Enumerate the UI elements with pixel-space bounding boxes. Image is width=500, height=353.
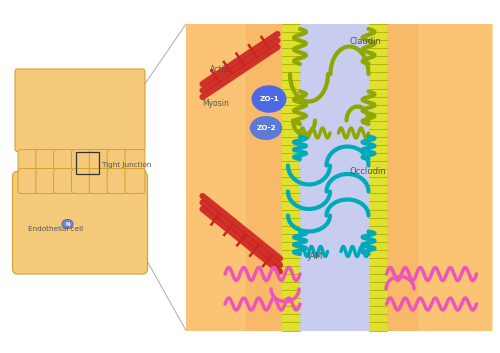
- Text: ZO-1: ZO-1: [259, 96, 279, 102]
- FancyBboxPatch shape: [107, 150, 127, 174]
- FancyBboxPatch shape: [12, 172, 147, 274]
- FancyBboxPatch shape: [90, 168, 110, 193]
- Bar: [368, 24, 386, 330]
- FancyBboxPatch shape: [125, 168, 145, 193]
- Text: N: N: [66, 221, 70, 227]
- FancyBboxPatch shape: [72, 168, 92, 193]
- FancyBboxPatch shape: [15, 69, 145, 151]
- Bar: [282, 24, 300, 330]
- Text: Occludin: Occludin: [350, 167, 387, 176]
- Text: Claudin: Claudin: [350, 37, 382, 46]
- FancyBboxPatch shape: [18, 168, 38, 193]
- FancyBboxPatch shape: [36, 150, 56, 174]
- Bar: [418, 24, 492, 330]
- FancyBboxPatch shape: [90, 150, 110, 174]
- FancyBboxPatch shape: [54, 168, 74, 193]
- FancyBboxPatch shape: [125, 150, 145, 174]
- Text: JAM: JAM: [308, 252, 322, 261]
- FancyBboxPatch shape: [107, 168, 127, 193]
- Text: ZO-2: ZO-2: [256, 125, 276, 131]
- Text: Endothelial cell: Endothelial cell: [28, 226, 82, 232]
- Bar: [18, 140, 142, 162]
- Bar: [18, 139, 142, 151]
- Bar: [186, 24, 246, 330]
- Bar: [300, 24, 368, 330]
- Ellipse shape: [252, 85, 286, 113]
- Ellipse shape: [62, 220, 73, 228]
- Bar: [186, 24, 492, 330]
- FancyBboxPatch shape: [54, 150, 74, 174]
- Text: Actin: Actin: [210, 65, 230, 73]
- Bar: [368, 24, 492, 330]
- Ellipse shape: [250, 116, 282, 140]
- Bar: [186, 24, 286, 330]
- Text: Tight Junction: Tight Junction: [102, 162, 152, 168]
- FancyBboxPatch shape: [72, 150, 92, 174]
- Text: Myosin: Myosin: [202, 100, 230, 108]
- Bar: [76, 151, 98, 174]
- FancyBboxPatch shape: [18, 150, 38, 174]
- FancyBboxPatch shape: [36, 168, 56, 193]
